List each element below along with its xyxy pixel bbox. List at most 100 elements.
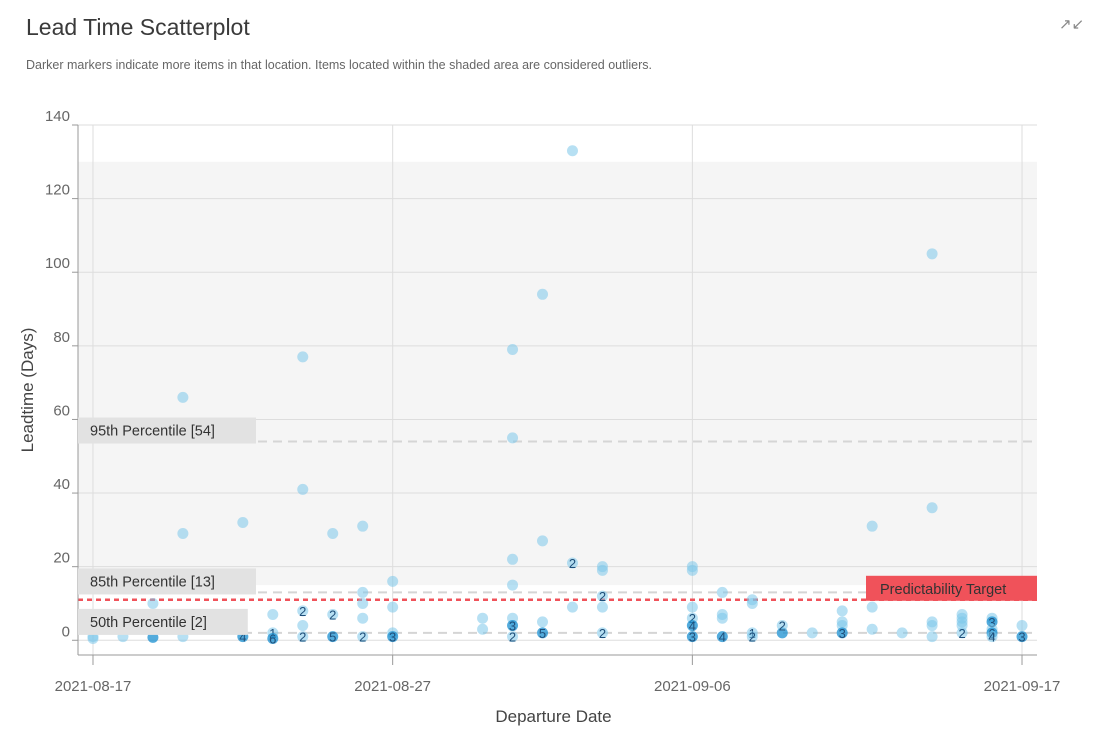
data-point <box>986 631 998 643</box>
data-point <box>477 623 489 635</box>
data-point <box>237 517 249 528</box>
data-point-count: 2 <box>689 611 696 626</box>
data-point-count: 2 <box>329 608 336 623</box>
data-point <box>297 351 309 363</box>
data-point-count: 3 <box>389 630 396 645</box>
data-point-count: 2 <box>569 556 576 571</box>
data-point-count: 4 <box>988 630 995 645</box>
data-point <box>836 627 848 639</box>
data-point <box>596 590 608 602</box>
outlier-shaded-area <box>78 161 1037 586</box>
data-point <box>507 553 519 565</box>
data-point <box>87 632 99 644</box>
data-point <box>596 627 608 639</box>
chart-subtitle: Darker markers indicate more items in th… <box>26 58 652 72</box>
data-point-count: 3 <box>1018 630 1025 645</box>
data-point-count: 4 <box>239 630 246 645</box>
data-point-count: 2 <box>299 630 306 645</box>
data-point <box>357 631 369 643</box>
data-point <box>507 344 519 356</box>
data-point <box>387 601 399 613</box>
data-point-count: 2 <box>779 619 786 634</box>
data-point-count: 2 <box>958 626 965 641</box>
data-point <box>716 586 728 598</box>
data-point <box>596 564 608 576</box>
data-point <box>297 620 309 632</box>
data-point <box>387 575 399 587</box>
percentile-label-box <box>78 568 256 595</box>
percentile-label: 95th Percentile [54] <box>90 424 215 440</box>
predictability-target-label: Predictability Target <box>880 582 1006 598</box>
data-point-count: 3 <box>689 630 696 645</box>
data-point <box>866 623 878 635</box>
data-point <box>357 597 369 609</box>
data-point <box>956 627 968 639</box>
data-point <box>297 631 309 643</box>
data-point-count: 3 <box>509 619 516 634</box>
data-point <box>507 432 519 444</box>
data-point-count: 2 <box>299 604 306 619</box>
data-point-count: 3 <box>839 626 846 641</box>
data-point <box>177 391 189 403</box>
data-point <box>926 248 938 260</box>
data-point <box>537 535 549 547</box>
data-point <box>716 631 728 643</box>
data-point <box>566 601 578 613</box>
y-tick-label: 0 <box>62 623 70 640</box>
percentile-label: 85th Percentile [13] <box>90 574 215 590</box>
data-point <box>596 601 608 613</box>
data-point <box>477 612 489 624</box>
y-axis-label: Leadtime (Days) <box>18 328 37 453</box>
x-axis-label: Departure Date <box>495 707 611 726</box>
data-point <box>1016 631 1028 643</box>
data-point <box>686 631 698 643</box>
data-point-count: 2 <box>359 630 366 645</box>
y-tick-label: 100 <box>45 255 70 272</box>
expand-icon[interactable]: ↗↙ <box>1059 16 1085 33</box>
data-point <box>327 528 339 540</box>
data-point <box>926 620 938 632</box>
data-point-count: 2 <box>599 589 606 604</box>
data-point-count: 2 <box>509 630 516 645</box>
data-point <box>327 631 339 643</box>
data-point <box>357 586 369 598</box>
axes: 0 20 40 60 80 100 120 140 2021-08-17 2021-08-27 20… <box>45 108 1060 695</box>
data-point <box>147 597 159 609</box>
data-point <box>267 632 279 644</box>
data-point <box>836 605 848 617</box>
data-points: 4162225233252222434122323643 <box>87 145 1028 646</box>
data-point <box>866 520 878 532</box>
data-point <box>926 502 938 514</box>
page-title: Lead Time Scatterplot <box>26 14 250 40</box>
data-point <box>267 609 279 621</box>
data-point <box>327 609 339 621</box>
data-point <box>537 288 549 300</box>
data-point <box>1016 620 1028 632</box>
data-point <box>357 520 369 532</box>
data-point <box>776 620 788 632</box>
data-point <box>507 631 519 643</box>
data-point <box>896 627 908 639</box>
data-point <box>746 631 758 643</box>
x-tick-label: 2021-09-06 <box>654 678 731 695</box>
data-point-count: 4 <box>689 619 696 634</box>
percentile-labels: 95th Percentile [54] 85th Percentile [13]… <box>78 417 256 635</box>
x-tick-label: 2021-08-17 <box>55 678 132 695</box>
percentile-label-box <box>78 417 256 444</box>
data-point-count: 2 <box>599 626 606 641</box>
data-point <box>686 601 698 613</box>
data-point <box>716 612 728 624</box>
data-point-count: 4 <box>719 630 726 645</box>
percentile-label: 50th Percentile [2] <box>90 615 207 631</box>
y-tick-label: 80 <box>53 329 70 346</box>
data-point <box>806 627 818 639</box>
y-tick-label: 60 <box>53 402 70 419</box>
data-point <box>686 620 698 632</box>
data-point <box>297 483 309 495</box>
data-point-count: 6 <box>269 631 276 646</box>
data-point-count: 3 <box>988 615 995 630</box>
predictability-target-box <box>866 575 1037 601</box>
percentile-label-box <box>78 608 248 635</box>
data-point <box>566 557 578 569</box>
